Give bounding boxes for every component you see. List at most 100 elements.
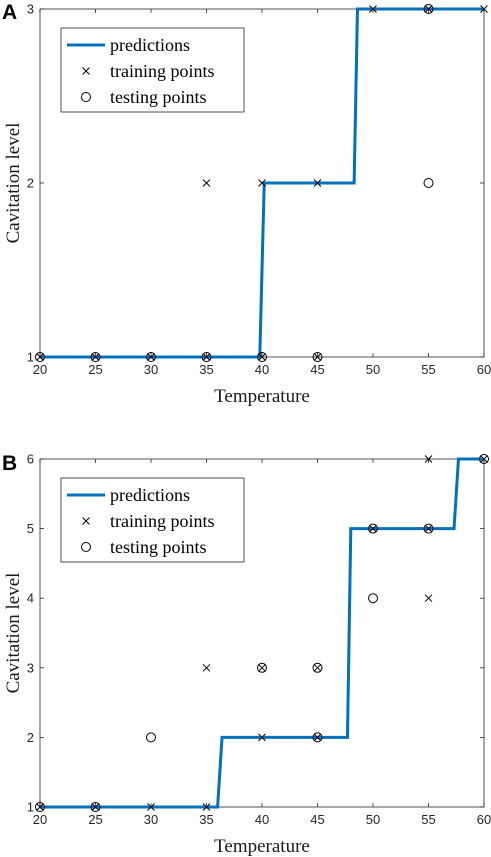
y-tick-label: 1 <box>27 350 34 365</box>
x-tick-label: 50 <box>366 362 380 377</box>
training-point <box>369 524 377 533</box>
series-layer-a <box>35 4 488 362</box>
testing-point <box>423 178 434 188</box>
x-tick-label: 55 <box>421 362 435 377</box>
testing-point <box>312 732 323 743</box>
training-point <box>36 353 44 361</box>
testing-point <box>90 352 101 362</box>
testing-point <box>146 352 156 362</box>
panel-letter-b: B <box>2 452 17 475</box>
x-tick-label: 55 <box>421 812 435 827</box>
x-axis-label-a: Temperature <box>214 386 310 407</box>
x-tick-label: 40 <box>255 362 269 377</box>
legend-label-training-a: training points <box>110 61 215 81</box>
training-point <box>258 733 266 742</box>
training-point <box>258 663 266 672</box>
training-point <box>258 179 266 187</box>
legend-b: predictions training points testing poin… <box>60 477 245 563</box>
testing-point <box>479 454 489 464</box>
training-point <box>369 5 377 13</box>
chart-panel-a: A 20 25 30 35 40 45 50 55 60 1 2 3 Temperature Cavi… <box>2 1 491 407</box>
legend-swatch-testing-a <box>81 92 91 102</box>
y-tick-label: 1 <box>27 800 34 815</box>
training-point <box>91 353 100 361</box>
testing-point <box>35 802 45 812</box>
legend-label-predictions-a: predictions <box>110 35 190 55</box>
x-tick-label: 45 <box>310 812 324 827</box>
testing-point <box>146 732 156 743</box>
testing-point <box>201 352 212 362</box>
testing-point <box>423 4 434 14</box>
legend-label-training-b: training points <box>110 511 215 531</box>
training-point <box>147 803 155 811</box>
training-point <box>480 455 488 463</box>
predictions-line <box>40 457 484 809</box>
training-point <box>313 179 322 187</box>
panel-letter-a: A <box>2 1 17 24</box>
legend-label-predictions-b: predictions <box>110 485 190 505</box>
x-tick-label: 20 <box>33 362 47 377</box>
testing-point <box>368 593 378 604</box>
y-tick-label: 2 <box>27 176 34 191</box>
series-layer-b <box>35 454 489 812</box>
x-axis-label-b: Temperature <box>214 836 310 857</box>
y-tick-label: 3 <box>27 660 34 675</box>
training-point <box>258 353 266 361</box>
x-tick-label: 50 <box>366 812 380 827</box>
training-point <box>313 353 322 361</box>
testing-point <box>90 802 101 812</box>
training-point <box>202 179 211 187</box>
training-point <box>424 455 433 463</box>
training-point <box>424 5 433 13</box>
ticks-a: 20 25 30 35 40 45 50 55 60 1 2 3 <box>27 2 491 378</box>
x-tick-label: 25 <box>88 812 102 827</box>
y-axis-label-a: Cavitation level <box>3 123 24 244</box>
legend-swatch-training-a <box>82 67 90 75</box>
legend-box-a <box>60 27 245 113</box>
x-tick-label: 35 <box>199 362 213 377</box>
y-axis-label-b: Cavitation level <box>3 573 24 694</box>
legend-swatch-training-b <box>82 517 90 525</box>
testing-point <box>35 352 45 362</box>
training-point <box>424 524 433 533</box>
training-point <box>313 663 322 672</box>
x-tick-label: 30 <box>144 362 158 377</box>
testing-point <box>257 662 267 673</box>
x-tick-label: 40 <box>255 812 269 827</box>
testing-point <box>423 523 434 534</box>
x-tick-label: 60 <box>477 362 491 377</box>
legend-label-testing-a: testing points <box>110 87 207 107</box>
training-point <box>36 803 44 811</box>
legend-swatch-testing-b <box>81 542 91 552</box>
training-point <box>147 353 155 361</box>
training-point <box>313 733 322 742</box>
legend-a: predictions training points testing poin… <box>60 27 245 113</box>
testing-point <box>312 662 323 673</box>
training-point <box>202 353 211 361</box>
testing-point <box>368 523 378 534</box>
x-tick-label: 35 <box>199 812 213 827</box>
training-point <box>91 803 100 811</box>
y-tick-label: 4 <box>27 591 34 606</box>
testing-point <box>312 352 323 362</box>
x-tick-label: 60 <box>477 812 491 827</box>
y-tick-label: 2 <box>27 730 34 745</box>
x-tick-label: 30 <box>144 812 158 827</box>
y-tick-label: 3 <box>27 2 34 17</box>
legend-label-testing-b: testing points <box>110 537 207 557</box>
training-point <box>202 803 211 811</box>
training-point <box>480 5 488 13</box>
y-tick-label: 6 <box>27 452 34 467</box>
training-point <box>202 663 211 672</box>
testing-point <box>257 352 267 362</box>
x-tick-label: 20 <box>33 812 47 827</box>
x-tick-label: 25 <box>88 362 102 377</box>
predictions-line <box>40 7 484 359</box>
x-tick-label: 45 <box>310 362 324 377</box>
y-tick-label: 5 <box>27 521 34 536</box>
legend-box-b <box>60 477 245 563</box>
training-point <box>424 594 433 603</box>
